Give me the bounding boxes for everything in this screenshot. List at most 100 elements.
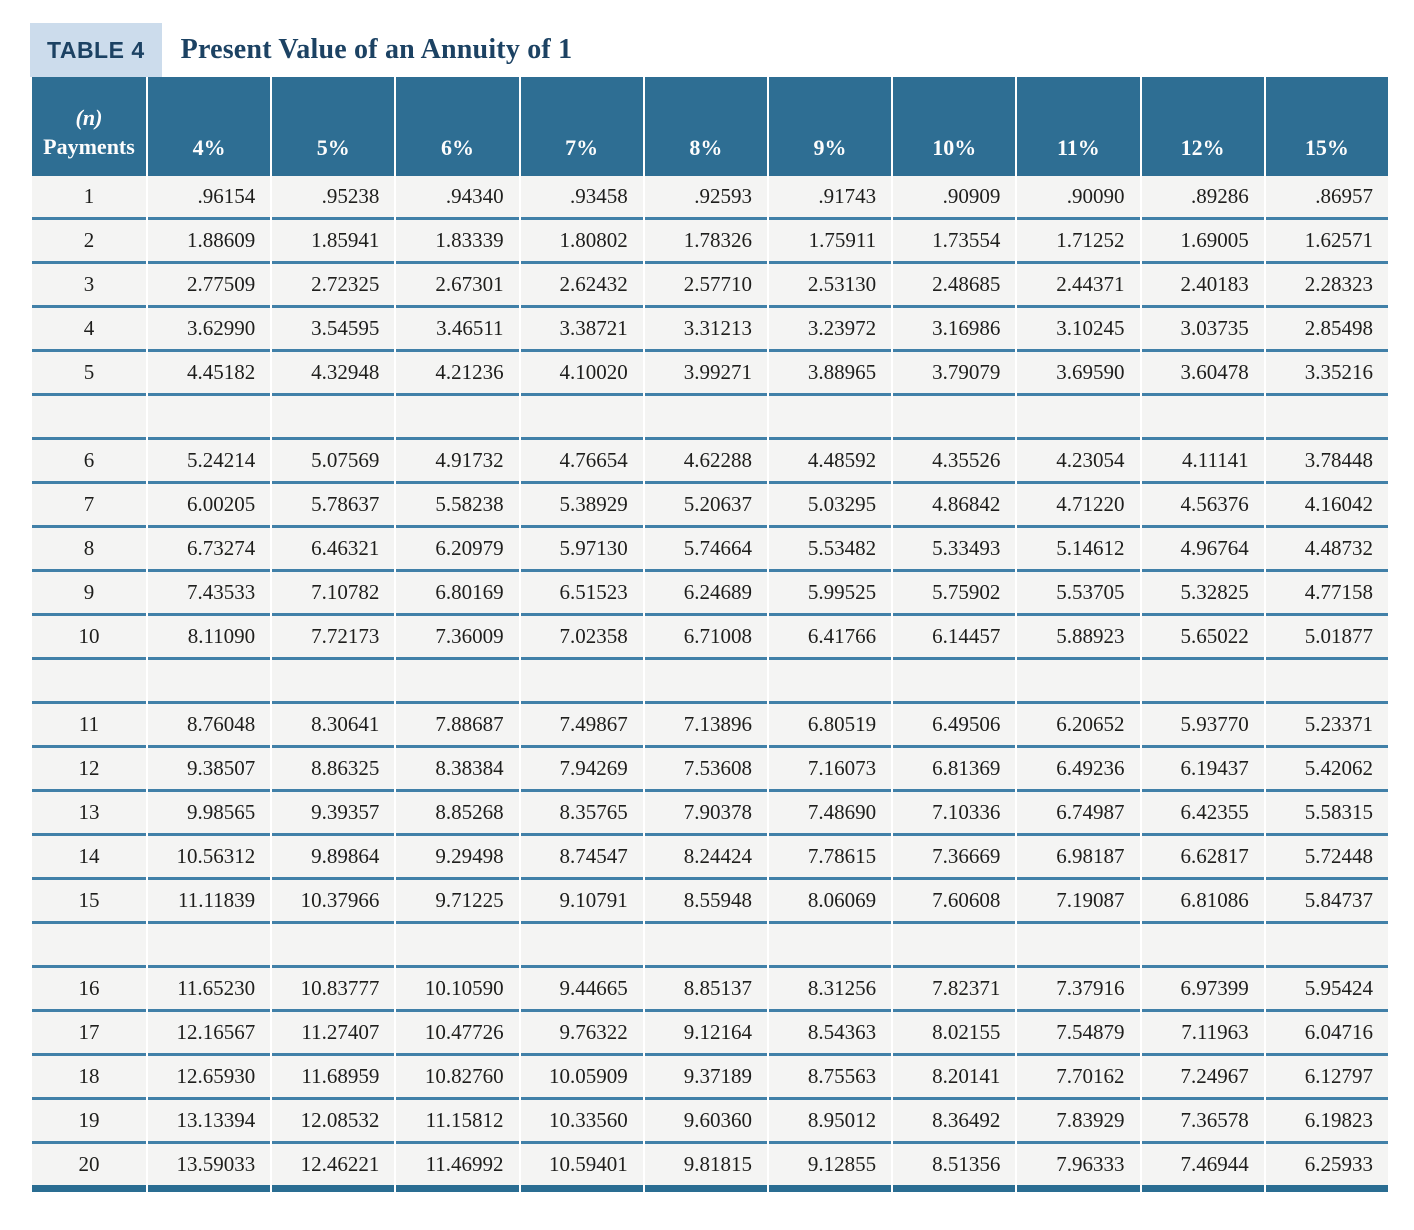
pv-factor-cell: 7.72173 — [272, 616, 395, 660]
pv-factor-cell: 7.16073 — [768, 748, 892, 792]
pv-factor-cell: 6.80519 — [768, 704, 892, 748]
pv-factor-cell: 6.24689 — [644, 572, 767, 616]
pv-factor-cell: 5.58238 — [396, 484, 519, 528]
pv-factor-cell: 5.24214 — [148, 440, 271, 484]
pv-factor-cell: 8.76048 — [148, 704, 271, 748]
pv-factor-cell: 7.83929 — [1017, 1100, 1140, 1144]
pv-factor-cell: 7.82371 — [893, 968, 1016, 1012]
pv-factor-cell: 8.74547 — [520, 836, 643, 880]
pv-factor-cell: .95238 — [272, 176, 395, 220]
spacer-cell — [644, 396, 767, 440]
table-row: 2 1.88609 1.85941 1.83339 1.80802 1.78326 1.75… — [32, 220, 1388, 264]
table-row: 15 11.11839 10.37966 9.71225 9.10791 8.55948 8… — [32, 880, 1388, 924]
pv-factor-cell: 6.81369 — [893, 748, 1016, 792]
spacer-cell — [1265, 924, 1388, 968]
pv-factor-cell: 4.35526 — [893, 440, 1016, 484]
pv-factor-cell: 2.28323 — [1265, 264, 1388, 308]
pv-factor-cell: 5.58315 — [1265, 792, 1388, 836]
pv-factor-cell: 4.48592 — [768, 440, 892, 484]
spacer-cell — [272, 660, 395, 704]
pv-factor-cell: 9.76322 — [520, 1012, 643, 1056]
pv-factor-cell: 10.47726 — [396, 1012, 519, 1056]
pv-factor-cell: 5.88923 — [1017, 616, 1140, 660]
table-row: 16 11.65230 10.83777 10.10590 9.44665 8.85137… — [32, 968, 1388, 1012]
pv-factor-cell: 6.19437 — [1141, 748, 1264, 792]
table-row: 14 10.56312 9.89864 9.29498 8.74547 8.24424 7.… — [32, 836, 1388, 880]
pv-factor-cell: 9.37189 — [644, 1056, 767, 1100]
pv-factor-cell: 7.53608 — [644, 748, 767, 792]
pv-factor-cell: 8.51356 — [893, 1144, 1016, 1192]
pv-factor-cell: 7.36009 — [396, 616, 519, 660]
pv-factor-cell: 7.60608 — [893, 880, 1016, 924]
pv-factor-cell: 5.23371 — [1265, 704, 1388, 748]
pv-factor-cell: 7.02358 — [520, 616, 643, 660]
pv-factor-cell: 6.49236 — [1017, 748, 1140, 792]
table-row: 11 8.76048 8.30641 7.88687 7.49867 7.13896 6.8… — [32, 704, 1388, 748]
pv-factor-cell: 8.86325 — [272, 748, 395, 792]
spacer-cell — [148, 660, 271, 704]
spacer-cell — [893, 924, 1016, 968]
payments-cell: 8 — [32, 528, 146, 572]
rate-column-header: 5% — [272, 77, 395, 176]
pv-factor-cell: 7.48690 — [768, 792, 892, 836]
pv-factor-cell: 11.68959 — [272, 1056, 395, 1100]
pv-factor-cell: 3.46511 — [396, 308, 519, 352]
pv-factor-cell: 8.55948 — [644, 880, 767, 924]
spacer-cell — [1017, 396, 1140, 440]
pv-factor-cell: 6.41766 — [768, 616, 892, 660]
payments-cell: 16 — [32, 968, 146, 1012]
pv-factor-cell: 9.39357 — [272, 792, 395, 836]
payments-cell: 6 — [32, 440, 146, 484]
table-row: 18 12.65930 11.68959 10.82760 10.05909 9.3718… — [32, 1056, 1388, 1100]
pv-factor-cell: 3.03735 — [1141, 308, 1264, 352]
pv-factor-cell: 3.10245 — [1017, 308, 1140, 352]
pv-factor-cell: 7.49867 — [520, 704, 643, 748]
pv-factor-cell: 4.56376 — [1141, 484, 1264, 528]
pv-factor-cell: 5.01877 — [1265, 616, 1388, 660]
spacer-cell — [1265, 660, 1388, 704]
rate-column-header: 11% — [1017, 77, 1140, 176]
pv-factor-cell: 5.97130 — [520, 528, 643, 572]
pv-factor-cell: 4.77158 — [1265, 572, 1388, 616]
pv-factor-cell: 7.54879 — [1017, 1012, 1140, 1056]
pv-factor-cell: 6.98187 — [1017, 836, 1140, 880]
pv-factor-cell: 4.11141 — [1141, 440, 1264, 484]
pv-factor-cell: 5.32825 — [1141, 572, 1264, 616]
pv-factor-cell: 11.65230 — [148, 968, 271, 1012]
spacer-cell — [148, 396, 271, 440]
spacer-cell — [396, 396, 519, 440]
payments-cell: 1 — [32, 176, 146, 220]
pv-factor-cell: 10.59401 — [520, 1144, 643, 1192]
spacer-cell — [272, 924, 395, 968]
pv-factor-cell: 2.53130 — [768, 264, 892, 308]
pv-factor-cell: 4.76654 — [520, 440, 643, 484]
pv-factor-cell: 5.95424 — [1265, 968, 1388, 1012]
pv-factor-cell: 2.62432 — [520, 264, 643, 308]
payments-cell: 13 — [32, 792, 146, 836]
rate-column-header: 15% — [1265, 77, 1388, 176]
payments-label: Payments — [43, 134, 135, 159]
pv-factor-cell: 4.16042 — [1265, 484, 1388, 528]
spacer-cell — [1141, 924, 1264, 968]
table-row: 12 9.38507 8.86325 8.38384 7.94269 7.53608 7.1… — [32, 748, 1388, 792]
pv-factor-cell: 9.12164 — [644, 1012, 767, 1056]
pv-factor-cell: 7.19087 — [1017, 880, 1140, 924]
rate-column-header: 12% — [1141, 77, 1264, 176]
group-spacer-row — [32, 924, 1388, 968]
pv-factor-cell: .86957 — [1265, 176, 1388, 220]
pv-factor-cell: 8.06069 — [768, 880, 892, 924]
pv-factor-cell: 11.27407 — [272, 1012, 395, 1056]
spacer-cell — [32, 660, 146, 704]
pv-factor-cell: .90090 — [1017, 176, 1140, 220]
pv-factor-cell: 1.80802 — [520, 220, 643, 264]
table-row: 1.96154.95238.94340.93458.92593.91743.90… — [32, 176, 1388, 220]
pv-factor-cell: 6.73274 — [148, 528, 271, 572]
spacer-cell — [396, 924, 519, 968]
pv-factor-cell: 5.42062 — [1265, 748, 1388, 792]
pv-factor-cell: 7.13896 — [644, 704, 767, 748]
pv-factor-cell: 8.54363 — [768, 1012, 892, 1056]
table-row: 19 13.13394 12.08532 11.15812 10.33560 9.6036… — [32, 1100, 1388, 1144]
payments-cell: 4 — [32, 308, 146, 352]
pv-factor-cell: .93458 — [520, 176, 643, 220]
pv-factor-cell: 8.11090 — [148, 616, 271, 660]
